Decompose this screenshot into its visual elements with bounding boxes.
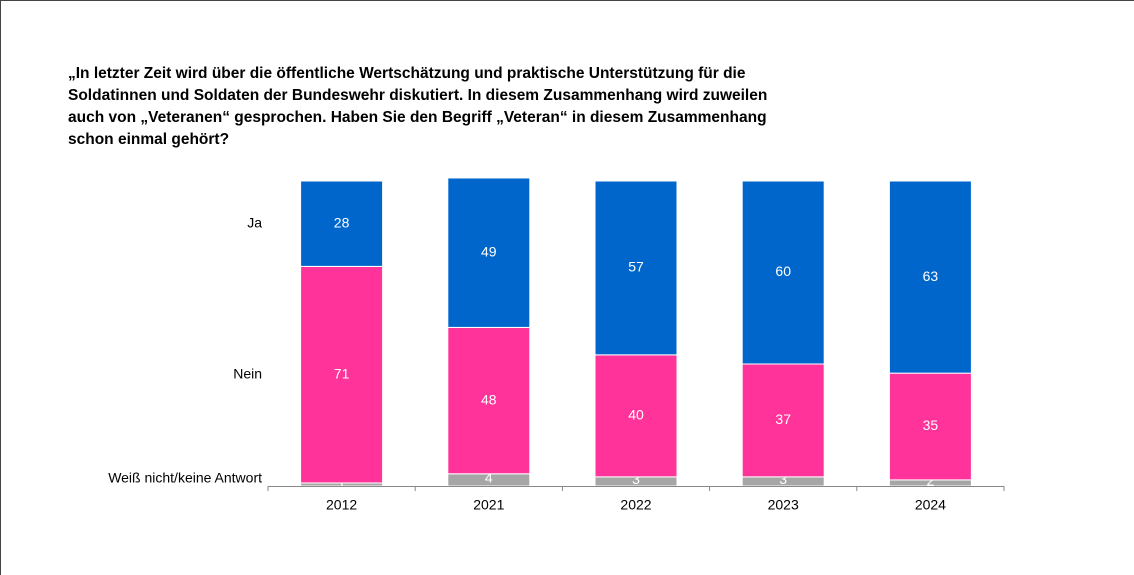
value-label: 4 xyxy=(485,470,493,486)
bar-segment xyxy=(300,265,384,484)
x-tick-label: 2012 xyxy=(326,497,357,513)
value-label: 2 xyxy=(927,473,935,489)
title-line: Soldatinnen und Soldaten der Bundeswehr … xyxy=(68,87,767,104)
title-line: „In letzter Zeit wird über die öffentlic… xyxy=(68,65,746,82)
value-label: 40 xyxy=(628,407,644,423)
value-label: 71 xyxy=(334,365,350,381)
value-label: 37 xyxy=(775,411,791,427)
x-tick-label: 2021 xyxy=(473,497,504,513)
x-tick-label: 2023 xyxy=(768,497,799,513)
bar-segment xyxy=(594,180,678,356)
value-label: 28 xyxy=(334,214,350,230)
value-label: 35 xyxy=(923,417,939,433)
value-label: 49 xyxy=(481,243,497,259)
bar-segment xyxy=(888,180,972,374)
bar-segment xyxy=(741,363,825,478)
bar-segment xyxy=(447,177,531,328)
title-line: schon einmal gehört? xyxy=(68,131,229,148)
title-line: auch von „Veteranen“ gesprochen. Haben S… xyxy=(68,109,767,126)
x-tick-label: 2024 xyxy=(915,497,946,513)
bar-segment xyxy=(300,180,384,267)
legend-label: Ja xyxy=(247,214,262,230)
legend-label: Nein xyxy=(233,365,262,381)
value-label: 63 xyxy=(923,268,939,284)
bar-segment xyxy=(741,180,825,365)
legend-label: Weiß nicht/keine Antwort xyxy=(108,470,262,486)
value-label: 3 xyxy=(632,471,640,487)
value-label: 3 xyxy=(779,471,787,487)
value-label: 48 xyxy=(481,391,497,407)
value-label: 57 xyxy=(628,259,644,275)
chart-title: „In letzter Zeit wird über die öffentlic… xyxy=(68,65,767,148)
bar-segment xyxy=(447,326,531,475)
x-tick-label: 2022 xyxy=(620,497,651,513)
value-label: 60 xyxy=(775,263,791,279)
